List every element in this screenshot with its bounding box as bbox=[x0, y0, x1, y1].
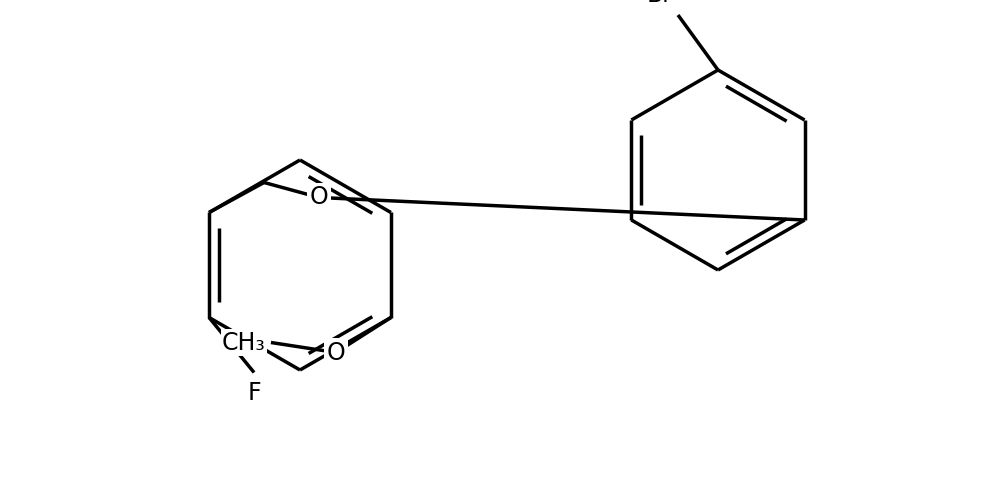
Text: O: O bbox=[327, 341, 345, 365]
Text: O: O bbox=[310, 186, 328, 210]
Text: CH₃: CH₃ bbox=[222, 330, 266, 354]
Text: Br: Br bbox=[647, 0, 673, 7]
Text: F: F bbox=[248, 381, 260, 405]
